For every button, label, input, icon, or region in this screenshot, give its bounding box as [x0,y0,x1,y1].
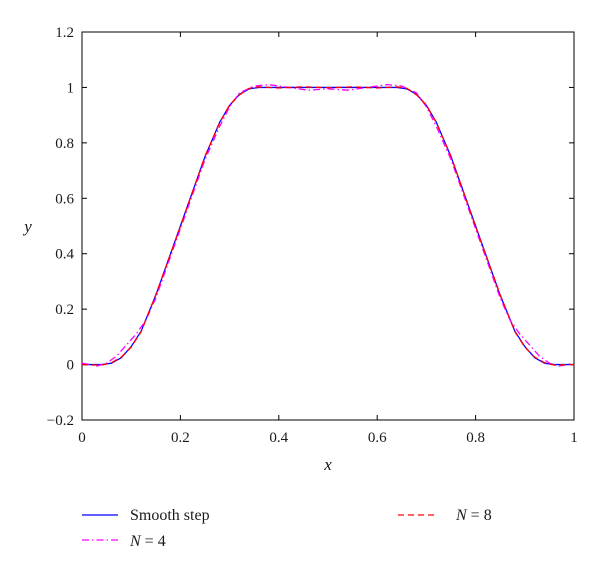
series-line-n4 [81,84,575,367]
y-tick-label: 0.6 [55,191,74,207]
legend-label-n8-symbol: N [455,507,468,524]
legend-label-n4: N = 4 [129,533,166,550]
x-axis-label: x [323,455,332,474]
x-tick-label: 0.8 [466,430,485,446]
x-tick-label: 0.6 [368,430,387,446]
y-tick-label: 0.4 [55,247,74,263]
legend-label-n4-value: = 4 [141,533,166,550]
y-tick-label: 0.2 [55,302,74,318]
x-tick-label: 0 [78,430,86,446]
y-tick-label: 0 [67,358,75,374]
plot-area [81,31,575,421]
y-tick-label: 1.2 [55,25,74,41]
legend-label-n8-value: = 8 [467,507,492,524]
y-tick-label: −0.2 [47,413,74,429]
y-axis-label: y [22,217,32,236]
legend-label-smooth-step: Smooth step [130,507,210,524]
y-tick-label: 0.8 [55,136,74,152]
x-tick-label: 0.4 [269,430,288,446]
legend-label-n4-symbol: N [129,533,142,550]
legend-label-n8: N = 8 [455,507,492,524]
x-tick-label: 1 [570,430,578,446]
x-tick-label: 0.2 [171,430,190,446]
axis-ticks: 0 0.2 0.4 0.6 0.8 1−0.200.20.40.60.811.2 [47,25,578,446]
y-tick-label: 1 [67,80,75,96]
series-layer [81,84,575,367]
legend: Smooth step N = 4 N = 8 [82,507,492,550]
series-line-n8 [81,86,575,366]
